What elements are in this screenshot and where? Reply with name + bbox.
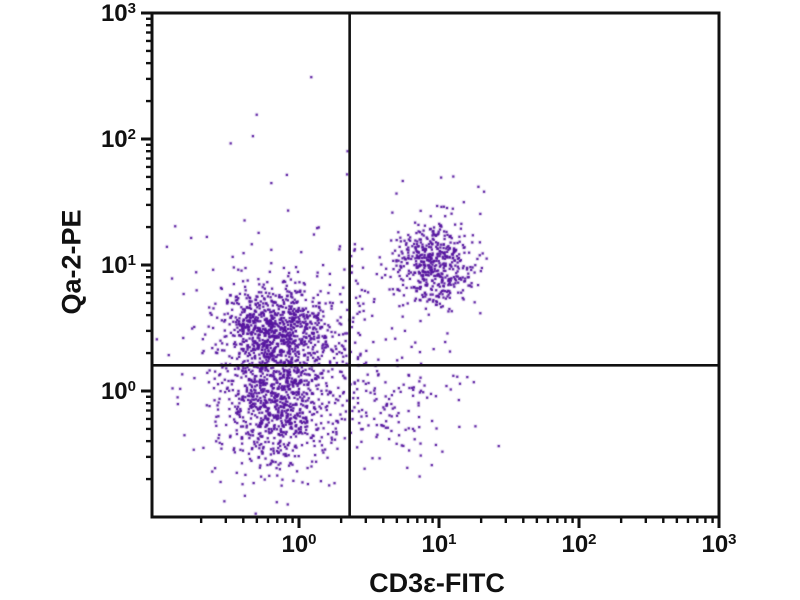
y-tick-label: 101 (100, 252, 136, 279)
y-tick-label: 103 (100, 0, 136, 27)
x-tick-label: 102 (561, 531, 597, 558)
x-tick-label: 101 (421, 531, 457, 558)
y-tick-label: 102 (100, 126, 136, 153)
y-tick-label: 100 (100, 378, 136, 405)
x-axis-title: CD3ε-FITC (369, 568, 505, 598)
x-tick-label: 103 (701, 531, 737, 558)
y-axis-title: Qa-2-PE (56, 209, 87, 315)
x-tick-label: 100 (281, 531, 317, 558)
